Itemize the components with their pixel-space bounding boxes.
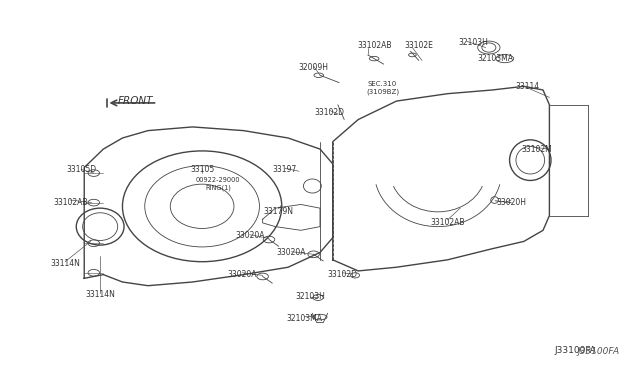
Text: 00922-29000
RING(1): 00922-29000 RING(1) — [196, 177, 241, 191]
Ellipse shape — [482, 43, 496, 52]
Text: 32103H: 32103H — [458, 38, 488, 46]
Text: 33114: 33114 — [515, 82, 539, 91]
Text: 33102AB: 33102AB — [430, 218, 465, 227]
Text: 33020H: 33020H — [496, 198, 526, 207]
Text: 32009H: 32009H — [299, 63, 328, 72]
Text: 32103MA: 32103MA — [286, 314, 322, 323]
Text: 33114N: 33114N — [50, 259, 80, 268]
Text: 33105: 33105 — [190, 165, 214, 174]
Text: J33100FA: J33100FA — [577, 347, 620, 356]
Text: 33197: 33197 — [273, 165, 297, 174]
Text: 33105D: 33105D — [66, 165, 96, 174]
Text: 33102AB: 33102AB — [357, 41, 392, 50]
Text: 33114N: 33114N — [85, 291, 115, 299]
Text: 33020A: 33020A — [276, 248, 306, 257]
Text: SEC.310
(3109BZ): SEC.310 (3109BZ) — [366, 81, 399, 95]
Text: 33102D: 33102D — [314, 108, 344, 117]
Text: 33102D: 33102D — [327, 270, 357, 279]
Text: 33102M: 33102M — [522, 145, 552, 154]
Text: 33102AB: 33102AB — [53, 198, 88, 207]
Text: 32103MA: 32103MA — [477, 54, 513, 63]
Text: 33020A: 33020A — [227, 270, 257, 279]
Text: 33020A: 33020A — [235, 231, 265, 240]
Text: 33179N: 33179N — [264, 207, 294, 217]
Text: J33100FA: J33100FA — [554, 346, 596, 355]
Text: 33102E: 33102E — [404, 41, 433, 50]
Text: 32103H: 32103H — [296, 292, 325, 301]
Text: FRONT: FRONT — [118, 96, 153, 106]
